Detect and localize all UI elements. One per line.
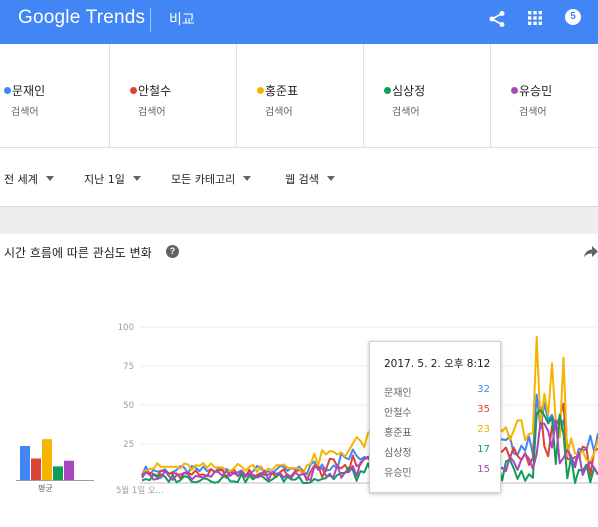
average-label: 평균 [38, 484, 53, 493]
time-filter-label: 지난 1일 [84, 173, 125, 186]
tooltip-value: 35 [477, 404, 490, 415]
chevron-down-icon [326, 176, 335, 181]
filter-bar: 전 세계 지난 1일 모든 카테고리 웹 검색 [0, 160, 598, 196]
term-type: 검색어 [138, 107, 166, 118]
help-icon[interactable]: ? [166, 245, 179, 258]
chart-tooltip: 2017. 5. 2. 오후 8:12 문재인 32 안철수 35 홍준표 23 심상… [369, 341, 501, 493]
average-bar [31, 458, 41, 480]
term-card-5[interactable]: 유승민 검색어 [491, 44, 598, 148]
term-type: 검색어 [11, 107, 39, 118]
term-color-dot [4, 87, 11, 94]
term-type: 검색어 [392, 107, 420, 118]
apps-grid-icon[interactable] [527, 10, 543, 26]
search-type-filter-label: 웹 검색 [285, 173, 319, 186]
term-type: 검색어 [519, 107, 547, 118]
y-tick-label: 75 [123, 362, 134, 372]
tooltip-term: 안철수 [384, 408, 412, 419]
category-filter[interactable]: 모든 카테고리 [171, 171, 252, 187]
category-filter-label: 모든 카테고리 [171, 173, 236, 186]
term-name: 문재인 [12, 84, 46, 98]
search-terms-bar: 문재인 검색어 안철수 검색어 홍준표 검색어 심상정 검색어 유승민 검색어 [0, 44, 598, 148]
term-color-dot [130, 87, 137, 94]
term-name: 안철수 [138, 84, 172, 98]
tooltip-row: 심상정 17 [384, 444, 490, 459]
tooltip-value: 32 [477, 384, 490, 395]
region-filter[interactable]: 전 세계 [4, 171, 54, 187]
tooltip-value: 17 [477, 444, 490, 455]
term-card-2[interactable]: 안철수 검색어 [110, 44, 237, 148]
chevron-down-icon [132, 176, 141, 181]
term-name: 심상정 [392, 84, 426, 98]
chevron-down-icon [45, 176, 54, 181]
header-divider [150, 8, 151, 32]
tooltip-value: 15 [477, 464, 490, 475]
y-tick-label: 25 [123, 440, 134, 450]
average-bar [53, 466, 63, 480]
term-card-3[interactable]: 홍준표 검색어 [237, 44, 364, 148]
term-color-dot [384, 87, 391, 94]
tooltip-row: 안철수 35 [384, 404, 490, 419]
card-title: 시간 흐름에 따른 관심도 변화 [4, 246, 152, 260]
y-tick-label: 100 [118, 323, 134, 333]
average-bar [20, 446, 30, 480]
chevron-down-icon [243, 176, 252, 181]
share-icon[interactable] [488, 10, 506, 28]
tooltip-row: 유승민 15 [384, 464, 490, 479]
google-trends-logo[interactable]: Google Trends [18, 6, 145, 30]
term-color-dot [511, 87, 518, 94]
share-arrow-icon[interactable] [584, 246, 598, 258]
term-color-dot [257, 87, 264, 94]
region-filter-label: 전 세계 [4, 173, 38, 186]
section-separator [0, 206, 598, 234]
app-header: Google Trends 비교 5 [0, 0, 598, 44]
logo-trends: Trends [85, 7, 146, 28]
tooltip-row: 홍준표 23 [384, 424, 490, 439]
term-type: 검색어 [265, 107, 293, 118]
average-bar [42, 439, 52, 480]
tooltip-value: 23 [477, 424, 490, 435]
average-bar-chart [16, 439, 94, 481]
term-name: 홍준표 [265, 84, 299, 98]
tooltip-term: 홍준표 [384, 428, 412, 439]
notification-badge[interactable]: 5 [565, 9, 581, 25]
tooltip-row: 문재인 32 [384, 384, 490, 399]
interest-line-chart[interactable]: 100 75 50 25 5월 1일 오... [110, 315, 598, 495]
tooltip-term: 문재인 [384, 388, 412, 399]
tooltip-term: 유승민 [384, 468, 412, 479]
page-title: 비교 [169, 12, 195, 28]
term-card-4[interactable]: 심상정 검색어 [364, 44, 491, 148]
time-filter[interactable]: 지난 1일 [84, 171, 141, 187]
tooltip-date: 2017. 5. 2. 오후 8:12 [384, 358, 491, 370]
tooltip-term: 심상정 [384, 448, 412, 459]
x-tick-label: 5월 1일 오... [116, 485, 164, 495]
y-tick-label: 50 [123, 401, 134, 411]
logo-google: Google [18, 7, 81, 28]
search-type-filter[interactable]: 웹 검색 [285, 171, 335, 187]
average-bar [64, 460, 74, 480]
term-card-1[interactable]: 문재인 검색어 [0, 44, 110, 148]
term-name: 유승민 [519, 84, 553, 98]
